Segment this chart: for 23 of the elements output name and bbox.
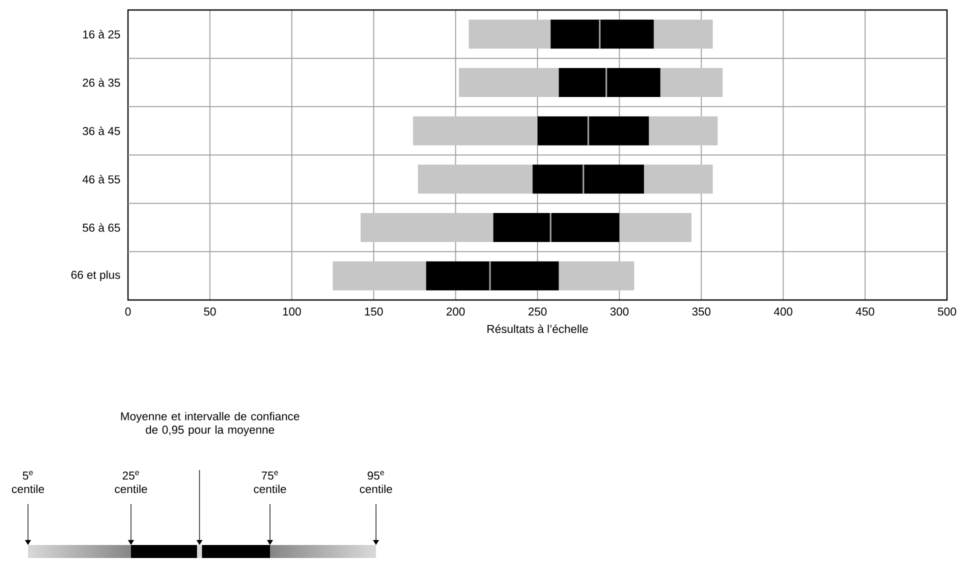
x-tick-label: 250 <box>528 308 547 316</box>
y-tick-label: 56 à 65 <box>82 223 120 232</box>
y-tick-label: 36 à 45 <box>82 126 120 136</box>
text: Moyenne et intervalle de confiance de 0,95 pour la moyenne <box>121 412 300 436</box>
text: 5$^{e}$ centile <box>12 470 44 494</box>
x-tick-label: 150 <box>365 308 383 316</box>
text: 75$^{e}$ centile <box>254 470 286 494</box>
y-tick-label: 16 à 25 <box>83 30 120 38</box>
text: 95$^{e}$ centile <box>360 470 392 494</box>
x-axis-title: Résultats à l’échelle <box>487 324 588 334</box>
x-tick-label: 350 <box>692 308 710 316</box>
x-tick-label: 500 <box>938 308 956 316</box>
x-tick-label: 0 <box>125 308 131 316</box>
x-tick-label: 450 <box>856 308 874 316</box>
x-tick-label: 50 <box>204 308 216 316</box>
x-tick-label: 100 <box>283 308 301 316</box>
y-tick-label: 66 et plus <box>71 270 120 282</box>
x-tick-label: 400 <box>774 308 792 316</box>
x-tick-label: 300 <box>610 308 629 316</box>
y-tick-label: 26 à 35 <box>82 78 120 87</box>
y-tick-label: 46 à 55 <box>82 174 120 184</box>
text: 25$^{e}$ centile <box>114 470 148 494</box>
x-tick-label: 200 <box>446 308 465 316</box>
